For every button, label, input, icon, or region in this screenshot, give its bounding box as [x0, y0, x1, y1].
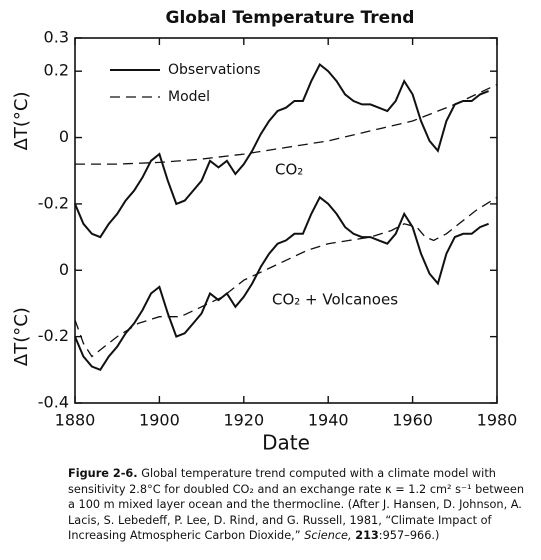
caption-volume: 213 — [355, 529, 379, 542]
x-tick-label: 1920 — [223, 411, 264, 430]
x-axis-label: Date — [262, 431, 310, 455]
caption: Figure 2-6. Global temperature trend com… — [68, 466, 528, 544]
data-line — [74, 62, 489, 239]
y-tick-label: -0.2 — [38, 326, 69, 345]
x-tick-label: 1880 — [55, 411, 96, 430]
chart: Global Temperature Trend Date 1880 1900 19… — [11, 8, 518, 455]
plot-frame — [74, 37, 498, 404]
data-line — [75, 83, 498, 165]
data-line — [74, 196, 498, 358]
caption-journal: Science, — [304, 529, 352, 542]
y-tick-label: 0.3 — [44, 28, 69, 47]
y-tick-label: 0.2 — [44, 61, 69, 80]
chart-title: Global Temperature Trend — [166, 8, 415, 28]
y-axis-label: ΔT(°C) — [11, 307, 32, 366]
x-tick-label: 1900 — [139, 411, 180, 430]
legend-label: Model — [168, 89, 210, 105]
x-tick-label: 1980 — [477, 411, 518, 430]
caption-pages: :957–966.) — [378, 529, 440, 542]
caption-text: Global temperature trend computed with a… — [68, 467, 524, 542]
data-line — [74, 195, 489, 372]
caption-label: Figure 2-6. — [68, 467, 138, 480]
x-tick-label: 1940 — [308, 411, 349, 430]
x-tick-label: 1960 — [392, 411, 433, 430]
y-axis-label: ΔT(°C) — [11, 91, 32, 150]
y-tick-label: 0 — [59, 127, 69, 146]
legend-label: Observations — [168, 62, 261, 78]
y-tick-label: -0.4 — [38, 393, 69, 412]
y-tick-label: -0.2 — [38, 193, 69, 212]
annotation: CO₂ — [275, 161, 303, 179]
annotation: CO₂ + Volcanoes — [272, 291, 398, 309]
y-tick-label: 0 — [59, 260, 69, 279]
